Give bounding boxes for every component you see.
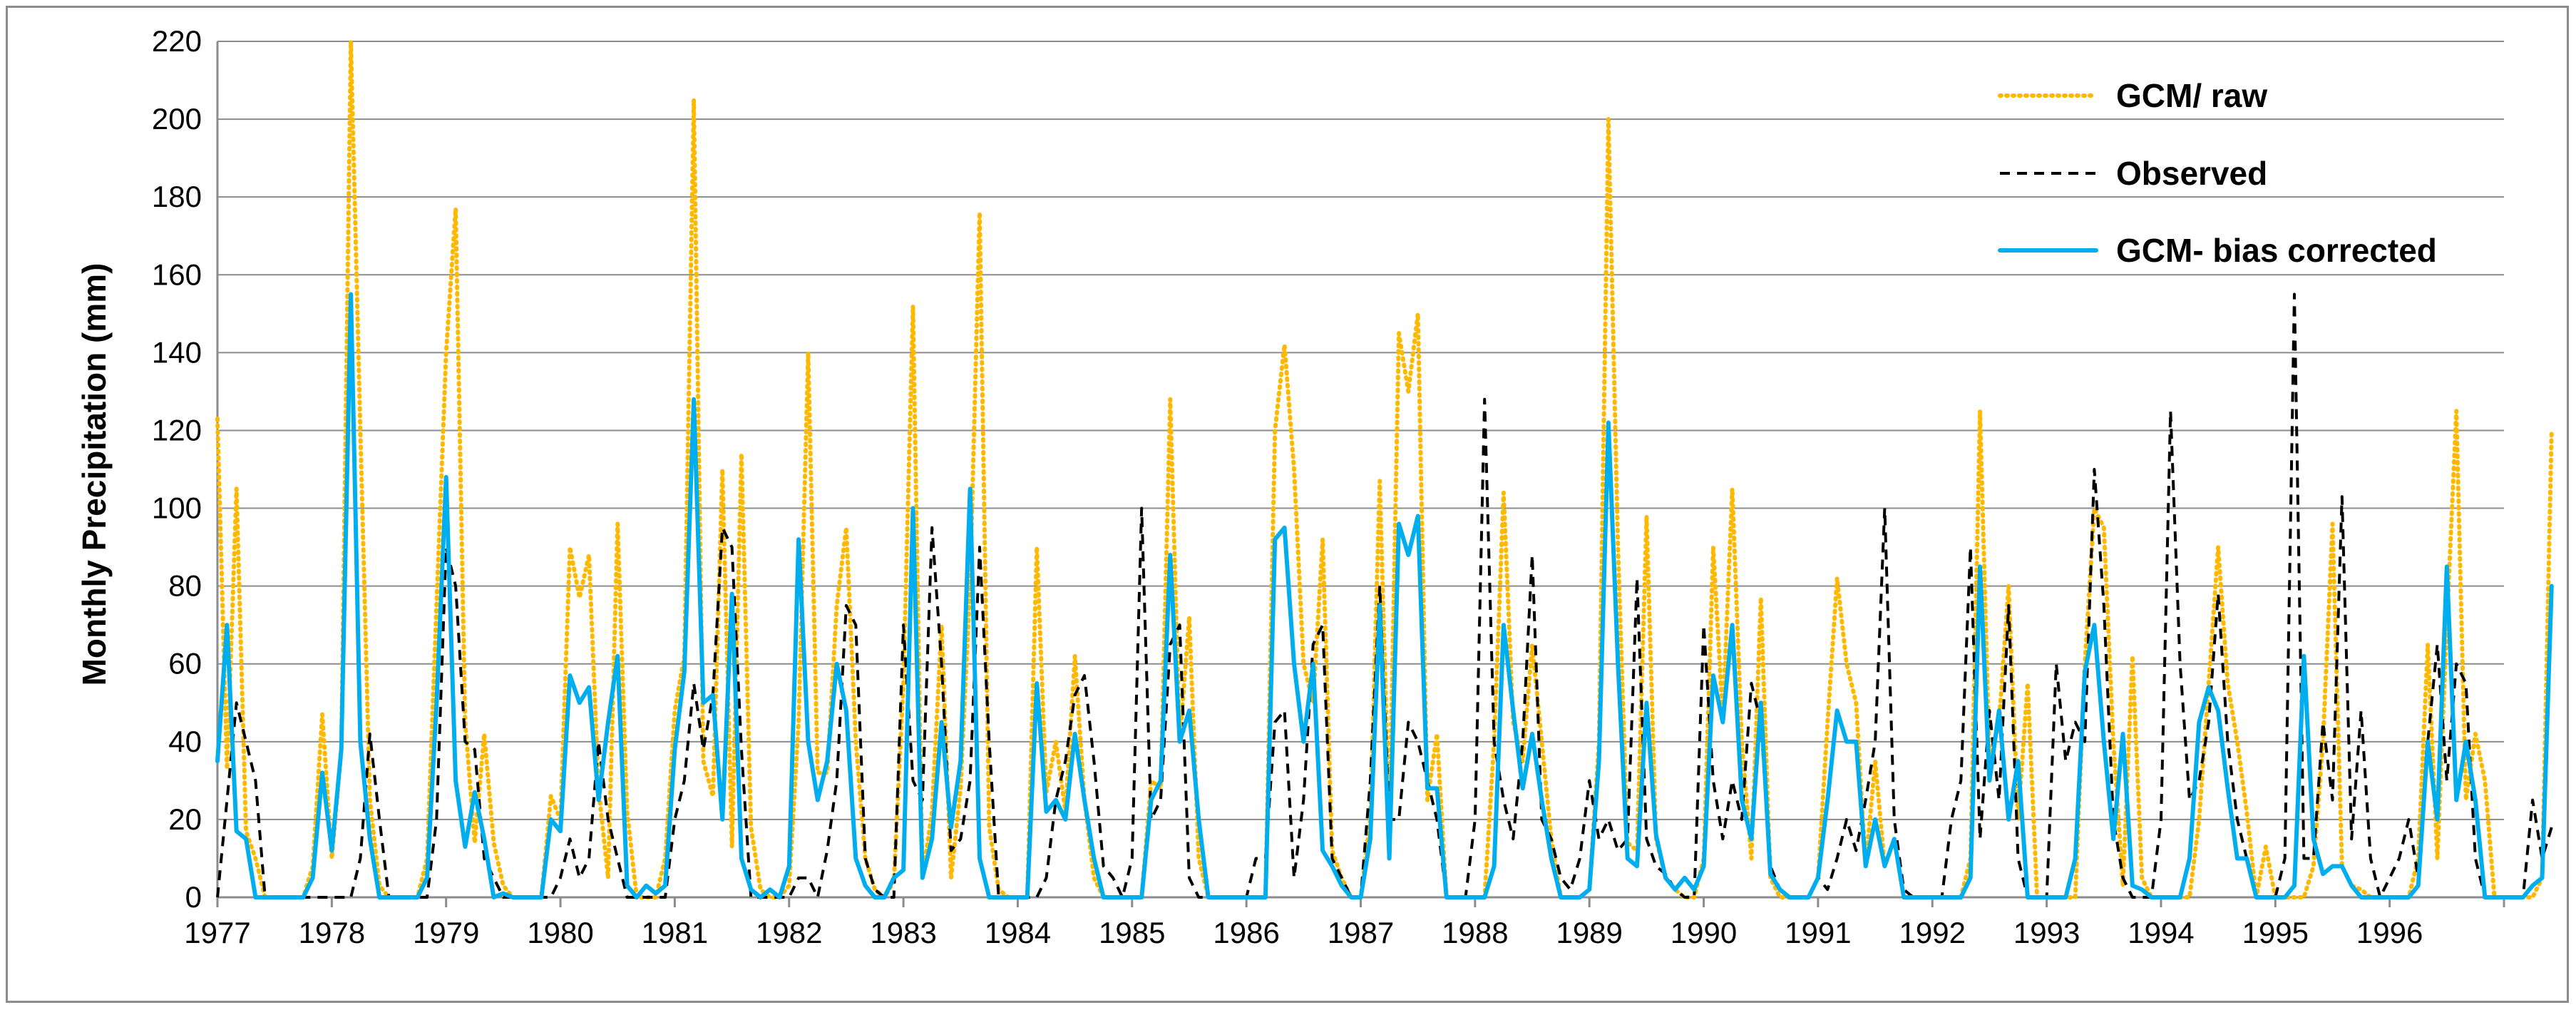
x-tick-label: 1996 — [2356, 916, 2423, 949]
legend-label-gcm-bias-corrected: GCM- bias corrected — [2116, 232, 2437, 269]
x-tick-label: 1978 — [299, 916, 365, 949]
x-tick-label: 1987 — [1328, 916, 1394, 949]
x-tick-label: 1995 — [2242, 916, 2309, 949]
x-tick-label: 1990 — [1671, 916, 1737, 949]
x-tick-label: 1981 — [642, 916, 708, 949]
x-tick-label: 1977 — [184, 916, 250, 949]
y-tick-labels: 0 20 40 60 80 100 120 140 160 180 200 220 — [152, 24, 202, 914]
x-tick-labels: 1977 1978 1979 1980 1981 1982 1983 1984 1985 1986… — [184, 916, 2423, 949]
legend: GCM/ raw Observed GCM- bias corrected — [1998, 77, 2437, 269]
y-tick-label: 140 — [152, 335, 202, 369]
y-tick-label: 40 — [168, 725, 202, 758]
series-line-gcm-bias-corrected — [215, 292, 2554, 899]
x-tick-label: 1991 — [1785, 916, 1851, 949]
x-tick-label: 1986 — [1213, 916, 1279, 949]
x-tick-label: 1982 — [756, 916, 822, 949]
y-tick-label: 180 — [152, 180, 202, 213]
x-tick-label: 1993 — [2013, 916, 2080, 949]
x-tick-label: 1979 — [413, 916, 479, 949]
y-tick-label: 80 — [168, 569, 202, 603]
x-tick-label: 1988 — [1442, 916, 1508, 949]
series-lines — [215, 39, 2554, 899]
x-tick-label: 1994 — [2128, 916, 2194, 949]
legend-label-gcm-raw: GCM/ raw — [2116, 77, 2267, 114]
x-tick-label: 1980 — [527, 916, 593, 949]
y-tick-label: 220 — [152, 24, 202, 58]
x-tick-label: 1989 — [1556, 916, 1622, 949]
y-tick-label: 60 — [168, 647, 202, 680]
gridlines — [217, 41, 2504, 820]
x-tick-label: 1985 — [1099, 916, 1165, 949]
y-tick-label: 0 — [185, 880, 202, 914]
y-tick-label: 200 — [152, 102, 202, 136]
y-tick-label: 160 — [152, 257, 202, 291]
y-axis-label: Monthly Precipitation (mm) — [76, 263, 113, 686]
legend-label-observed: Observed — [2116, 155, 2267, 192]
x-tick-label: 1983 — [870, 916, 936, 949]
y-tick-label: 120 — [152, 413, 202, 447]
y-tick-label: 20 — [168, 802, 202, 836]
x-tick-label: 1984 — [985, 916, 1051, 949]
x-tick-label: 1992 — [1899, 916, 1966, 949]
y-tick-label: 100 — [152, 491, 202, 525]
